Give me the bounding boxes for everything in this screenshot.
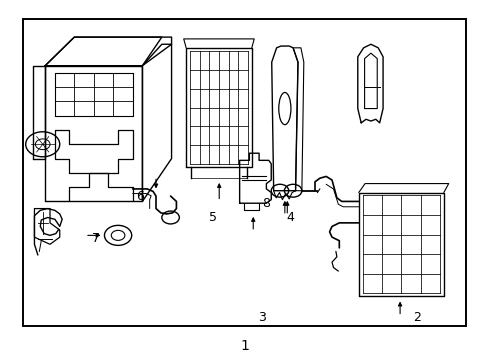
Text: 7: 7: [92, 233, 100, 246]
Text: 3: 3: [257, 311, 265, 324]
Text: 5: 5: [208, 211, 217, 224]
Text: 2: 2: [412, 311, 420, 324]
Bar: [55, 73, 132, 116]
Text: 6: 6: [136, 190, 143, 203]
Text: 4: 4: [286, 211, 294, 224]
Text: 1: 1: [240, 339, 248, 353]
Text: 8: 8: [262, 197, 270, 210]
Bar: [23, 19, 465, 327]
